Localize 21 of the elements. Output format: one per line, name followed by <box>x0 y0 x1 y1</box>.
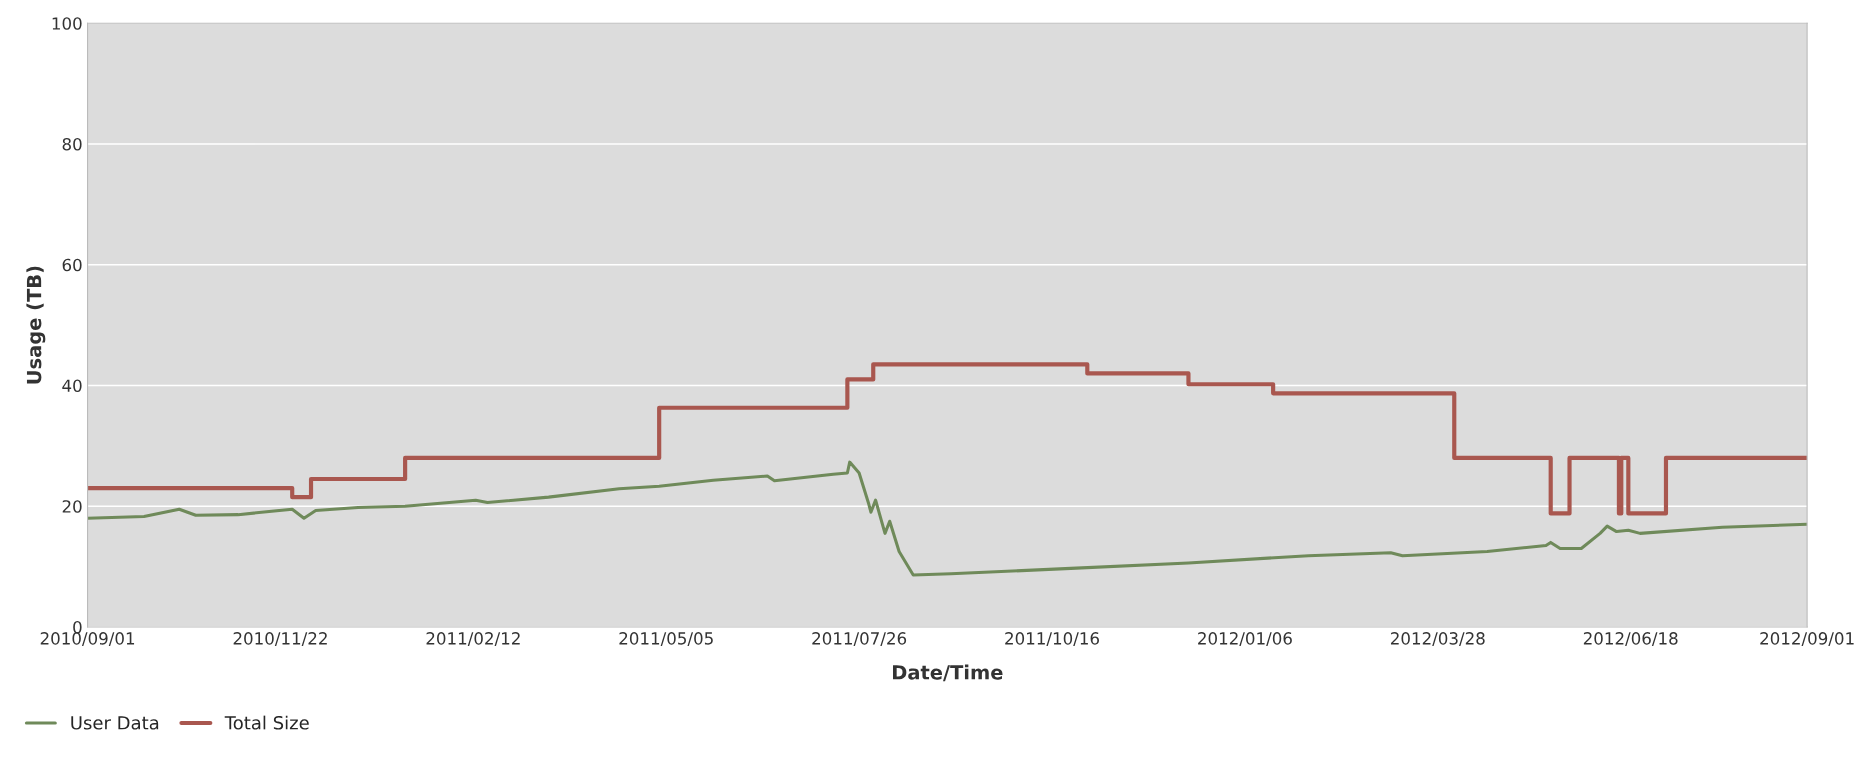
y-tick-label: 20 <box>62 500 82 513</box>
y-tick-label: 40 <box>62 379 82 393</box>
legend-label: Total Size <box>224 715 309 730</box>
x-tick-label: 2012/01/06 <box>1198 632 1292 647</box>
x-tick-label: 2010/11/22 <box>233 632 327 647</box>
y-tick-label: 100 <box>52 17 82 30</box>
y-tick-label: 0 <box>73 620 82 634</box>
legend-label: User Data <box>71 716 159 730</box>
x-tick-label: 2010/09/01 <box>40 632 135 647</box>
y-tick-label: 60 <box>62 258 82 272</box>
x-tick-label: 2012/03/28 <box>1390 632 1485 647</box>
y-axis-title: Usage (TB) <box>26 266 46 384</box>
x-tick-label: 2012/06/18 <box>1583 632 1678 647</box>
x-tick-label: 2011/05/05 <box>619 632 713 647</box>
x-axis-title: Date/Time <box>893 664 1003 682</box>
line-series <box>87 460 1808 577</box>
y-tick-label: 80 <box>62 137 82 151</box>
x-tick-label: 2011/10/16 <box>1005 632 1099 647</box>
x-tick-label: 2011/02/12 <box>426 632 520 647</box>
x-tick-label: 2011/07/26 <box>812 632 907 647</box>
x-tick-label: 2012/09/01 <box>1760 632 1854 647</box>
